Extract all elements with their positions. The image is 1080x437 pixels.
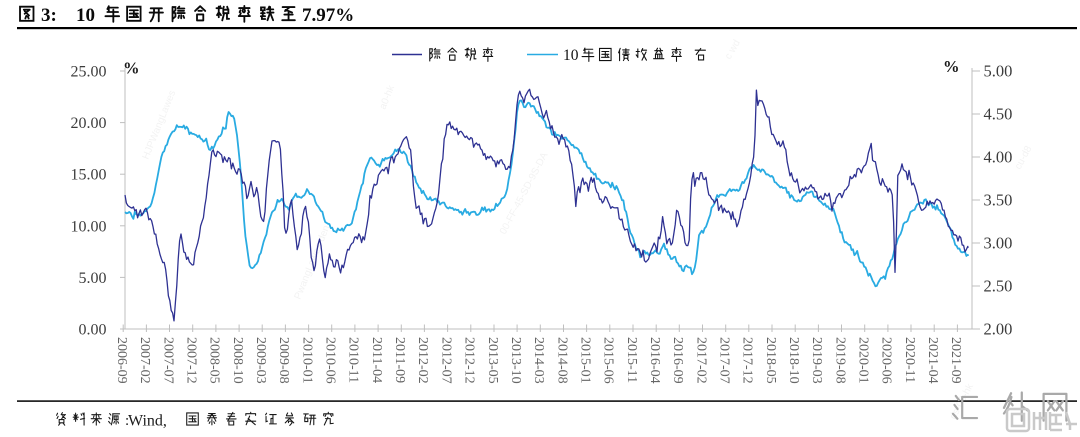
svg-text:%: %: [943, 57, 960, 76]
svg-text:2020-01: 2020-01: [856, 337, 871, 384]
svg-text:2010-06: 2010-06: [323, 337, 338, 384]
svg-text:10: 10: [563, 47, 579, 64]
svg-text:2008-10: 2008-10: [230, 337, 245, 384]
svg-text:2020-06: 2020-06: [879, 337, 894, 384]
svg-text:2009-03: 2009-03: [253, 337, 268, 384]
svg-text:2012-07: 2012-07: [438, 337, 453, 384]
svg-text:5.00: 5.00: [79, 270, 107, 287]
svg-text:2014-08: 2014-08: [554, 337, 569, 384]
svg-text:2018-10: 2018-10: [786, 337, 801, 384]
svg-text:2010-01: 2010-01: [299, 337, 314, 384]
svg-text:0.00: 0.00: [79, 322, 107, 339]
svg-text:4.00: 4.00: [984, 148, 1013, 167]
svg-text:2012-02: 2012-02: [415, 337, 430, 384]
svg-text:7.97%: 7.97%: [302, 5, 354, 26]
svg-text::: :: [125, 413, 129, 429]
svg-text:2021-04: 2021-04: [925, 337, 940, 384]
svg-text:Wind,: Wind,: [128, 413, 167, 430]
svg-text:2018-05: 2018-05: [763, 337, 778, 384]
svg-text:5.00: 5.00: [984, 62, 1013, 81]
svg-text:2007-02: 2007-02: [137, 337, 152, 384]
svg-text:2017-07: 2017-07: [717, 337, 732, 384]
svg-text:4.50: 4.50: [984, 105, 1013, 124]
svg-text:2009-08: 2009-08: [276, 337, 291, 384]
svg-text:2017-12: 2017-12: [740, 337, 755, 384]
svg-text:3.00: 3.00: [984, 234, 1013, 253]
svg-text:2011-04: 2011-04: [369, 337, 384, 383]
svg-text:2016-04: 2016-04: [647, 337, 662, 384]
svg-text:2015-11: 2015-11: [624, 337, 639, 383]
svg-text:2019-03: 2019-03: [809, 337, 824, 384]
svg-text:20.00: 20.00: [71, 115, 107, 132]
svg-text:2010-11: 2010-11: [346, 337, 361, 383]
svg-text:25.00: 25.00: [71, 64, 107, 81]
svg-text:%: %: [123, 59, 140, 78]
svg-text:3:: 3:: [41, 5, 57, 26]
svg-text:3.50: 3.50: [984, 191, 1013, 210]
svg-text:2015-01: 2015-01: [577, 337, 592, 384]
svg-text:2017-02: 2017-02: [693, 337, 708, 384]
svg-text:15.00: 15.00: [71, 167, 107, 184]
svg-text:2021-09: 2021-09: [948, 337, 963, 384]
svg-text:2015-06: 2015-06: [601, 337, 616, 384]
svg-text:2012-12: 2012-12: [462, 337, 477, 384]
svg-text:2007-07: 2007-07: [160, 337, 175, 384]
svg-text:10: 10: [76, 5, 95, 26]
svg-text:2.50: 2.50: [984, 277, 1013, 296]
svg-text:2014-03: 2014-03: [531, 337, 546, 384]
svg-text:2007-12: 2007-12: [184, 337, 199, 384]
svg-text:2016-09: 2016-09: [670, 337, 685, 384]
svg-text:2013-10: 2013-10: [508, 337, 523, 384]
svg-text:2008-05: 2008-05: [207, 337, 222, 384]
svg-text:2020-11: 2020-11: [902, 337, 917, 383]
svg-text:2013-05: 2013-05: [485, 337, 500, 384]
svg-text:2019-08: 2019-08: [832, 337, 847, 384]
svg-text:2006-09: 2006-09: [114, 337, 129, 384]
svg-text:2011-09: 2011-09: [392, 337, 407, 383]
svg-text:2.00: 2.00: [984, 320, 1013, 339]
svg-text:10.00: 10.00: [71, 218, 107, 235]
